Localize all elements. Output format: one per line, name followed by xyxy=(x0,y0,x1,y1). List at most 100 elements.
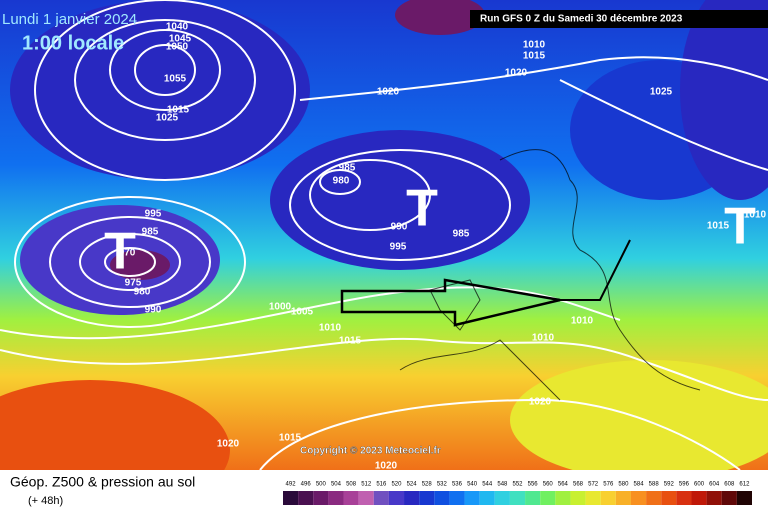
isobar-label: 1015 xyxy=(523,51,546,62)
colorbar-swatch xyxy=(328,491,344,505)
colorbar-label: 596 xyxy=(679,482,690,488)
isobar-label: 1005 xyxy=(291,307,314,318)
colorbar-swatch xyxy=(646,491,662,505)
colorbar-swatch xyxy=(630,491,647,505)
isobar-labels: 1040104510501055101510251020101010151020… xyxy=(104,22,767,470)
low-pressure-center: T xyxy=(104,223,136,281)
colorbar-swatch xyxy=(283,491,299,505)
isobar-label: 1055 xyxy=(164,74,187,85)
colorbar-swatch xyxy=(585,491,601,505)
colorbar-swatch xyxy=(298,491,314,505)
isobar-label: 1015 xyxy=(279,433,302,444)
colorbar-swatch xyxy=(343,491,359,505)
isobar-label: 995 xyxy=(390,242,407,253)
colorbar-label: 556 xyxy=(528,482,539,488)
colorbar-swatch xyxy=(313,491,329,505)
colorbar-label: 500 xyxy=(316,482,327,488)
run-banner xyxy=(470,10,768,28)
colorbar-label: 524 xyxy=(407,482,418,488)
colorbar-swatch xyxy=(736,491,752,505)
colorbar-label: 536 xyxy=(452,482,463,488)
low-area xyxy=(270,130,530,270)
colorbar-label: 564 xyxy=(558,482,569,488)
low-pressure-center: T xyxy=(406,180,438,238)
colorbar-swatch xyxy=(555,491,571,505)
high-area xyxy=(0,380,230,470)
colorbar-label: 576 xyxy=(603,482,614,488)
isobar-label: 1020 xyxy=(377,87,400,98)
colorbar-swatch xyxy=(419,491,435,505)
colorbar-swatch xyxy=(464,491,480,505)
copyright: Copyright © 2023 Meteociel.fr xyxy=(300,446,441,457)
colorbar-swatch xyxy=(570,491,586,505)
colorbar-label: 516 xyxy=(376,482,387,488)
isobar-label: 1025 xyxy=(650,87,673,98)
isobar-label: 1010 xyxy=(319,323,342,334)
low-core xyxy=(110,250,170,280)
warm-area xyxy=(510,360,768,470)
isobar-label: 1015 xyxy=(339,336,362,347)
colorbar-swatch xyxy=(388,491,405,505)
forecast-date: Lundi 1 janvier 2024 xyxy=(2,11,137,28)
colorbar-label: 592 xyxy=(664,482,675,488)
colorbar-swatch xyxy=(661,491,677,505)
colorbar-swatch xyxy=(615,491,631,505)
colorbar-label: 544 xyxy=(482,482,493,488)
colorbar-label: 520 xyxy=(391,482,402,488)
isobar-label: 1020 xyxy=(529,397,552,408)
isobar-label: 1045 xyxy=(169,34,192,45)
isobar-label: 1020 xyxy=(217,439,240,450)
colorbar-swatch xyxy=(373,491,389,505)
colorbar-swatch xyxy=(600,491,616,505)
colorbar-swatch xyxy=(404,491,420,505)
colorbar-label: 548 xyxy=(497,482,508,488)
colorbar-label: 552 xyxy=(512,482,523,488)
isobar-label: 1010 xyxy=(744,210,767,221)
colorbar-swatch xyxy=(525,491,541,505)
isobar-label: 985 xyxy=(339,163,356,174)
colorbar-swatch xyxy=(706,491,722,505)
footer-title: Géop. Z500 & pression au sol xyxy=(10,474,195,490)
run-info: Run GFS 0 Z du Samedi 30 décembre 2023 xyxy=(480,14,683,25)
colorbar-label: 572 xyxy=(588,482,599,488)
isobar-label: 1015 xyxy=(167,105,190,116)
colorbar-label: 612 xyxy=(739,482,750,488)
colorbar-swatch xyxy=(434,491,450,505)
colorbar-swatch xyxy=(721,491,737,505)
colorbar-label: 568 xyxy=(573,482,584,488)
colorbar-label: 540 xyxy=(467,482,478,488)
footer-subtitle: (+ 48h) xyxy=(28,495,63,507)
isobar-label: 980 xyxy=(333,176,350,187)
colorbar: 492 496 500 504 508 512 516 520 524 528 532 536 540 5… xyxy=(283,482,752,505)
isobar-label: 1010 xyxy=(532,333,555,344)
isobar-label: 985 xyxy=(453,229,470,240)
colorbar-label: 504 xyxy=(331,482,342,488)
colorbar-label: 604 xyxy=(709,482,720,488)
colorbar-label: 492 xyxy=(286,482,297,488)
isobar-label: 1020 xyxy=(505,68,528,79)
colorbar-label: 600 xyxy=(694,482,705,488)
isobar-label: 990 xyxy=(391,222,408,233)
forecast-time: 1:00 locale xyxy=(22,32,124,54)
colorbar-label: 512 xyxy=(361,482,372,488)
isobar-label: 970 xyxy=(119,248,136,259)
colorbar-swatch xyxy=(509,491,526,505)
isobar-label: 995 xyxy=(145,209,162,220)
low-area xyxy=(10,0,310,180)
isobar-label: 990 xyxy=(145,305,162,316)
colorbar-swatch xyxy=(540,491,556,505)
isobar-label: 975 xyxy=(125,278,142,289)
isobar-label: 1010 xyxy=(523,40,546,51)
low-core xyxy=(395,0,485,35)
colorbar-label: 508 xyxy=(346,482,357,488)
isobars xyxy=(0,0,768,470)
colorbar-swatch xyxy=(691,491,707,505)
isobar-label: 1015 xyxy=(707,221,730,232)
isobar-label: 1050 xyxy=(166,42,189,53)
colorbar-label: 532 xyxy=(437,482,448,488)
colorbar-swatch xyxy=(676,491,692,505)
colorbar-label: 588 xyxy=(649,482,660,488)
low-area xyxy=(680,0,768,200)
